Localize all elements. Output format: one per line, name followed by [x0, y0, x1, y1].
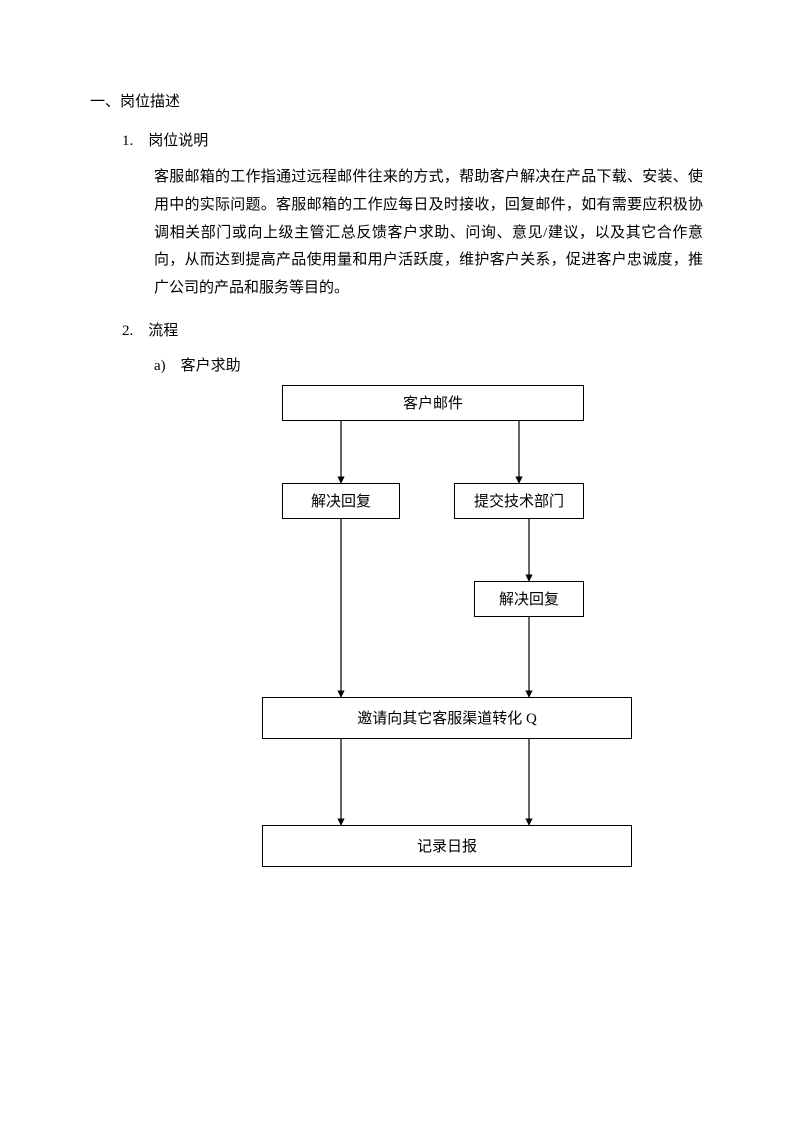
item-1-label: 1. 岗位说明 [122, 129, 703, 150]
flow-node-n6: 记录日报 [262, 825, 632, 867]
section-heading: 一、岗位描述 [90, 90, 703, 111]
flowchart-customer-help: 客户邮件解决回复提交技术部门解决回复邀请向其它客服渠道转化 Q记录日报 [154, 385, 634, 945]
item-2a-label: a) 客户求助 [154, 354, 703, 375]
flow-node-n3: 提交技术部门 [454, 483, 584, 519]
flow-node-n5: 邀请向其它客服渠道转化 Q [262, 697, 632, 739]
flow-node-n1: 客户邮件 [282, 385, 584, 421]
flow-node-n4: 解决回复 [474, 581, 584, 617]
item-2-label: 2. 流程 [122, 319, 703, 340]
flow-node-n2: 解决回复 [282, 483, 400, 519]
item-1-body: 客服邮箱的工作指通过远程邮件往来的方式，帮助客户解决在产品下载、安装、使用中的实… [154, 164, 703, 303]
